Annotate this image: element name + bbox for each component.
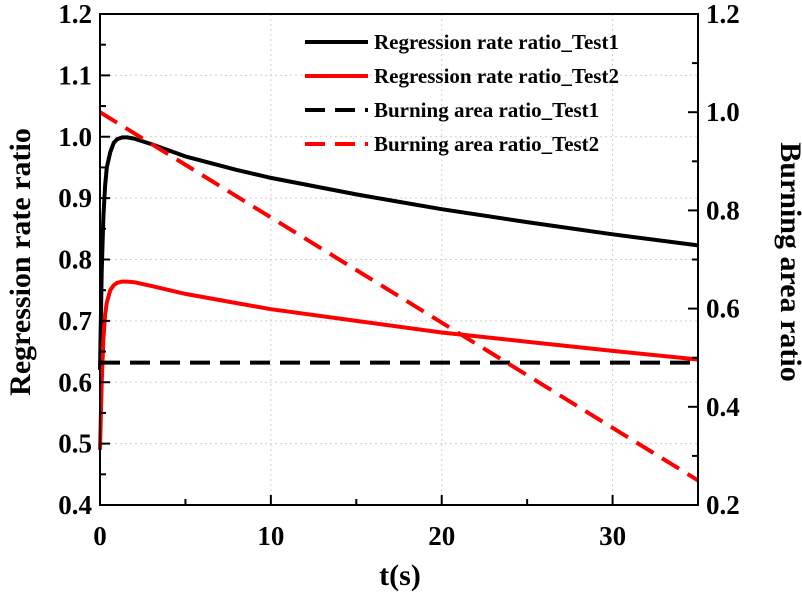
y-right-tick-label: 0.8 [706, 195, 740, 225]
legend-label: Burning area ratio_Test1 [374, 98, 599, 122]
x-tick-label: 20 [428, 521, 455, 551]
series-line-2 [98, 279, 699, 450]
y-left-tick-label: 1.1 [58, 60, 92, 90]
y-left-tick-label: 0.6 [58, 367, 92, 397]
legend-label: Regression rate ratio_Test1 [374, 30, 619, 54]
y-right-tick-label: 0.6 [706, 294, 740, 324]
legend-label: Regression rate ratio_Test2 [374, 64, 619, 88]
x-axis-title: t(s) [379, 559, 421, 592]
y-left-tick-label: 0.8 [58, 245, 92, 275]
y-left-tick-label: 1.0 [58, 122, 92, 152]
y-left-tick-label: 0.9 [58, 183, 92, 213]
y-right-tick-label: 1.2 [706, 0, 740, 29]
x-tick-label: 30 [599, 521, 626, 551]
x-tick-label: 0 [93, 521, 107, 551]
legend-label: Burning area ratio_Test2 [374, 132, 599, 156]
y-left-tick-label: 0.5 [58, 429, 92, 459]
y-right-tick-label: 1.0 [706, 97, 740, 127]
y-right-tick-label: 0.2 [706, 490, 740, 520]
x-tick-label: 10 [257, 521, 284, 551]
y-left-tick-label: 0.7 [58, 306, 92, 336]
y-axis-left-title: Regression rate ratio [4, 128, 37, 396]
y-left-tick-label: 0.4 [58, 490, 92, 520]
y-right-tick-label: 0.4 [706, 392, 740, 422]
y-axis-right-title: Burning area ratio [774, 142, 802, 381]
series-line-4 [98, 110, 700, 483]
y-left-tick-label: 1.2 [58, 0, 92, 29]
series-line-1 [98, 135, 699, 371]
